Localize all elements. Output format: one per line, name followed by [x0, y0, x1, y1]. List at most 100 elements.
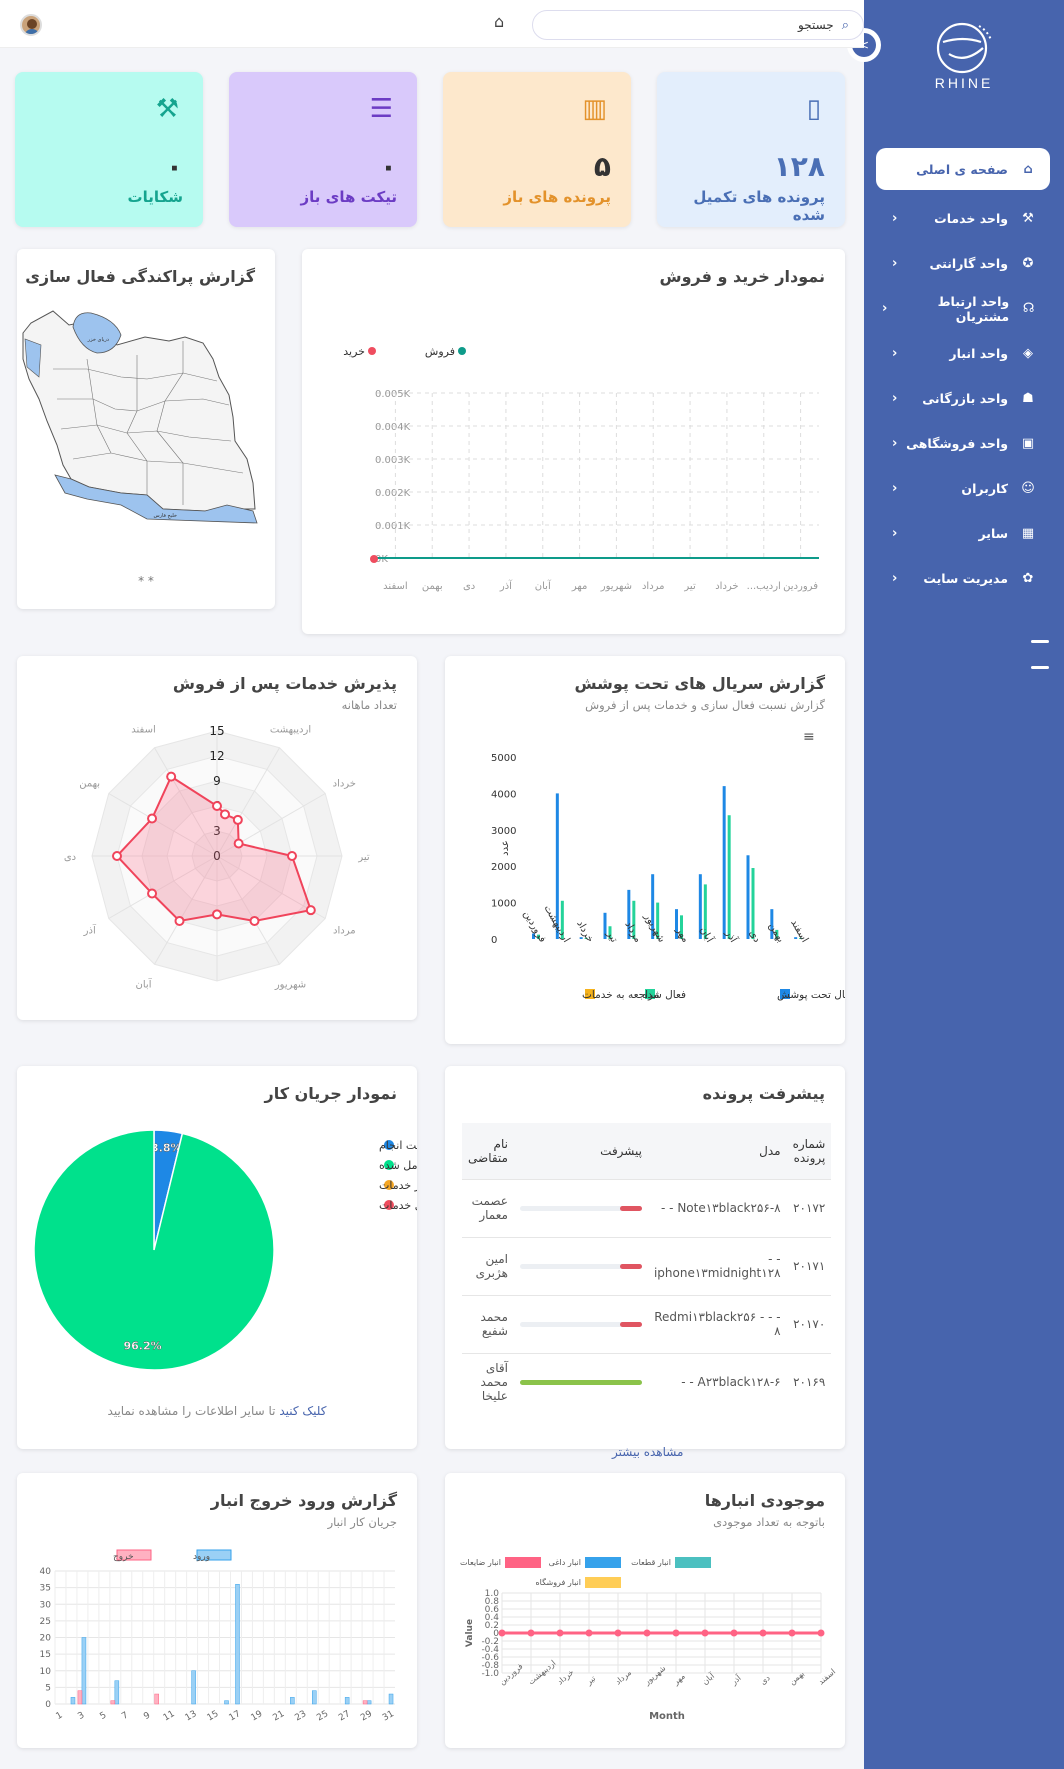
y-tick-label: 10	[40, 1667, 52, 1677]
x-tick-label: دی	[759, 1673, 773, 1686]
table-row[interactable]: ۲۰۱۷۲ Note۱۳black۲۵۶-۸ - - عصمت معمار	[462, 1178, 832, 1237]
radar-area	[115, 775, 313, 923]
stat-label: شکایات	[127, 188, 183, 206]
x-tick-label: 5	[98, 1711, 108, 1723]
data-point	[585, 1629, 593, 1637]
sidebar-item-other[interactable]: ▦ سایر ‹	[876, 511, 1050, 556]
stat-card-open-tickets[interactable]: ☰ ۰ تیکت های باز	[229, 72, 417, 227]
legend-label: مراجعه به خدمات	[582, 989, 659, 1001]
pie-value-label: 3.8%	[151, 1142, 182, 1155]
sidebar-item-store[interactable]: ▣ واحد فروشگاهی ‹	[876, 421, 1050, 466]
data-point	[112, 851, 122, 861]
bar	[537, 934, 540, 939]
sidebar-decor	[1031, 640, 1049, 692]
bar	[632, 900, 636, 939]
shopping-bag-icon: ▣	[1021, 436, 1035, 451]
users-cog-icon: ✿	[1022, 571, 1034, 586]
legend-marker	[585, 1557, 621, 1568]
menu-icon[interactable]: ≡	[803, 729, 815, 745]
legend-marker	[384, 1200, 394, 1210]
y-axis-title: Value	[465, 1619, 475, 1647]
card-title: پیشرفت پرونده	[702, 1084, 825, 1103]
legend-label: انبار داغی	[549, 1558, 581, 1567]
search-input[interactable]: ⌕ جستجو	[532, 10, 864, 40]
data-point	[166, 771, 177, 782]
table-row[interactable]: ۲۰۱۶۹ A۲۳black۱۲۸-۶ - - آقای محمد علیخا	[462, 1352, 832, 1411]
sidebar-item-warehouse[interactable]: ◈ واحد انبار ‹	[876, 331, 1050, 376]
y-tick-label: 0	[493, 1629, 499, 1639]
category-label: آبان	[136, 977, 153, 990]
file-id: ۲۰۱۷۱	[786, 1236, 832, 1295]
legend-marker	[196, 1549, 232, 1561]
legend-marker	[384, 1160, 394, 1170]
sidebar-item-users[interactable]: ☺ کاربران ‹	[876, 466, 1050, 511]
x-tick-label: 23	[293, 1709, 308, 1723]
sidebar-item-customer-relations[interactable]: ☊ واحد ارتباط مشتریان ‹	[876, 286, 1050, 331]
y-tick-label: 30	[40, 1600, 52, 1610]
x-tick-label: اسفند	[383, 581, 407, 592]
sidebar-item-site-admin[interactable]: ✿ مدیریت سایت ‹	[876, 556, 1050, 601]
sidebar-item-services[interactable]: ⚒ واحد خدمات ‹	[876, 196, 1050, 241]
table-row[interactable]: ۲۰۱۷۱ - - iphone۱۳midnight۱۲۸ امین هژبری	[462, 1236, 832, 1295]
sidebar-item-commerce[interactable]: ☗ واحد بازرگانی ‹	[876, 376, 1050, 421]
x-tick-label: 11	[162, 1709, 177, 1723]
progress-bar	[519, 1321, 642, 1327]
bar	[627, 889, 631, 939]
chevron-left-icon: ‹	[892, 481, 898, 496]
data-point	[759, 1629, 767, 1637]
progress-bar	[519, 1379, 642, 1385]
data-point	[498, 1629, 506, 1637]
y-tick-label: 0K	[375, 554, 388, 565]
search-placeholder: جستجو	[798, 18, 834, 32]
x-tick-label: 17	[228, 1709, 243, 1723]
sidebar-item-label: سایر	[978, 526, 1008, 541]
table-row[interactable]: ۲۰۱۷۰ - - - Redmi۱۳black۲۵۶ ۸ محمد شفیع	[462, 1294, 832, 1353]
footer-text: تا سایر اطلاعات را مشاهده نمایید	[107, 1404, 276, 1418]
stat-card-open-files[interactable]: ▥ ۵ پرونده های باز	[443, 72, 631, 227]
bar	[680, 915, 683, 939]
iran-map[interactable]: دریای خزر خلیج فارس	[17, 249, 275, 609]
x-tick-label: خرداد	[715, 581, 738, 592]
bar	[770, 909, 774, 939]
legend-marker	[585, 989, 595, 999]
rhine-logo-icon	[936, 22, 992, 74]
hammer-icon: ⚒	[155, 94, 179, 124]
avatar[interactable]	[20, 14, 42, 36]
data-point	[817, 1629, 825, 1637]
brand-logo[interactable]: RHINE	[924, 18, 1004, 91]
legend-label: فروش	[425, 345, 455, 358]
legend-marker	[458, 347, 466, 355]
bar	[656, 902, 660, 939]
progress-fill	[620, 1205, 642, 1211]
x-tick-label: خرداد	[556, 1668, 576, 1687]
legend-label: انبار فروشگاه	[535, 1577, 581, 1587]
x-tick-label: اردیب...	[747, 581, 781, 592]
x-tick-label: مرداد	[614, 1668, 634, 1686]
sidebar-item-label: واحد خدمات	[934, 211, 1008, 226]
radar-axis	[216, 747, 280, 857]
data-point	[305, 905, 316, 916]
click-here-link[interactable]: کلیک کنید	[279, 1404, 327, 1418]
x-tick-label: خرداد	[574, 919, 595, 945]
stat-card-completed[interactable]: ▯ ۱۲۸ پرونده های تکمیل شده	[657, 72, 845, 227]
see-more-link[interactable]: مشاهده بیشتر	[612, 1445, 684, 1459]
x-tick-label: 21	[271, 1709, 286, 1723]
home-icon[interactable]: ⌂	[494, 12, 505, 31]
sidebar-nav: ⌂ صفحه ی اصلی ⚒ واحد خدمات ‹ ✪ واحد گارا…	[876, 148, 1050, 601]
r-tick-label: 12	[209, 749, 224, 763]
sidebar-item-warranty[interactable]: ✪ واحد گارانتی ‹	[876, 241, 1050, 286]
progress-bar	[519, 1263, 642, 1269]
legend-marker	[645, 989, 655, 999]
sidebar-item-home[interactable]: ⌂ صفحه ی اصلی	[876, 148, 1050, 190]
stat-card-complaints[interactable]: ⚒ ۰ شکایات	[15, 72, 203, 227]
category-label: خرداد	[333, 779, 356, 790]
map-card: گزارش پراکندگی فعال سازی دریای خزر خلیج …	[17, 249, 275, 609]
category-label: دی	[64, 852, 76, 863]
data-point	[232, 814, 243, 825]
card-subtitle: باتوجه به تعداد موجودی	[713, 1515, 825, 1529]
bar	[560, 900, 564, 939]
bar	[191, 1670, 196, 1705]
card-title: گزارش سریال های تحت پوشش	[574, 674, 825, 693]
persian-gulf-shape	[54, 474, 258, 524]
